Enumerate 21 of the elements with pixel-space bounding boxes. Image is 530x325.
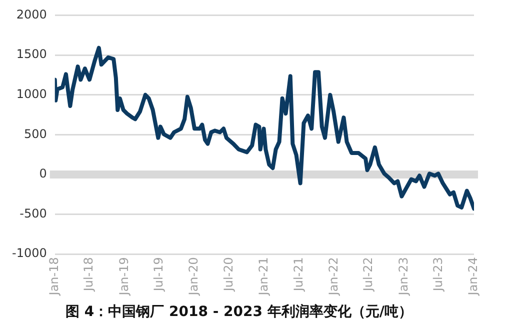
y-tick-label: -500 — [20, 206, 47, 220]
x-tick-label: Jul-18 — [82, 257, 96, 292]
x-tick-label: Jan-22 — [326, 257, 340, 296]
x-tick-label: Jul-23 — [430, 257, 445, 292]
y-tick-label: 1000 — [16, 86, 47, 101]
y-tick-label: -1000 — [12, 246, 47, 260]
y-tick-label: 2000 — [16, 7, 47, 22]
x-tick-label: Jan-18 — [46, 257, 61, 296]
y-tick-label: 0 — [39, 166, 47, 181]
x-tick-label: Jan-20 — [186, 257, 201, 296]
y-tick-label: 500 — [24, 126, 47, 141]
y-tick-label: 1500 — [16, 47, 47, 62]
x-tick-label: Jan-24 — [466, 257, 480, 296]
x-tick-label: Jan-21 — [256, 257, 271, 296]
x-tick-label: Jul-19 — [151, 257, 166, 292]
text: 图 4：中国钢厂 2018 - 2023 年利润率变化（元/吨） — [66, 303, 412, 320]
x-tick-label: Jul-20 — [221, 257, 236, 292]
x-tick-label: Jan-23 — [396, 257, 410, 296]
x-tick-label: Jan-19 — [116, 257, 131, 296]
x-tick-label: Jul-22 — [361, 257, 376, 292]
x-tick-label: Jul-21 — [291, 257, 306, 292]
